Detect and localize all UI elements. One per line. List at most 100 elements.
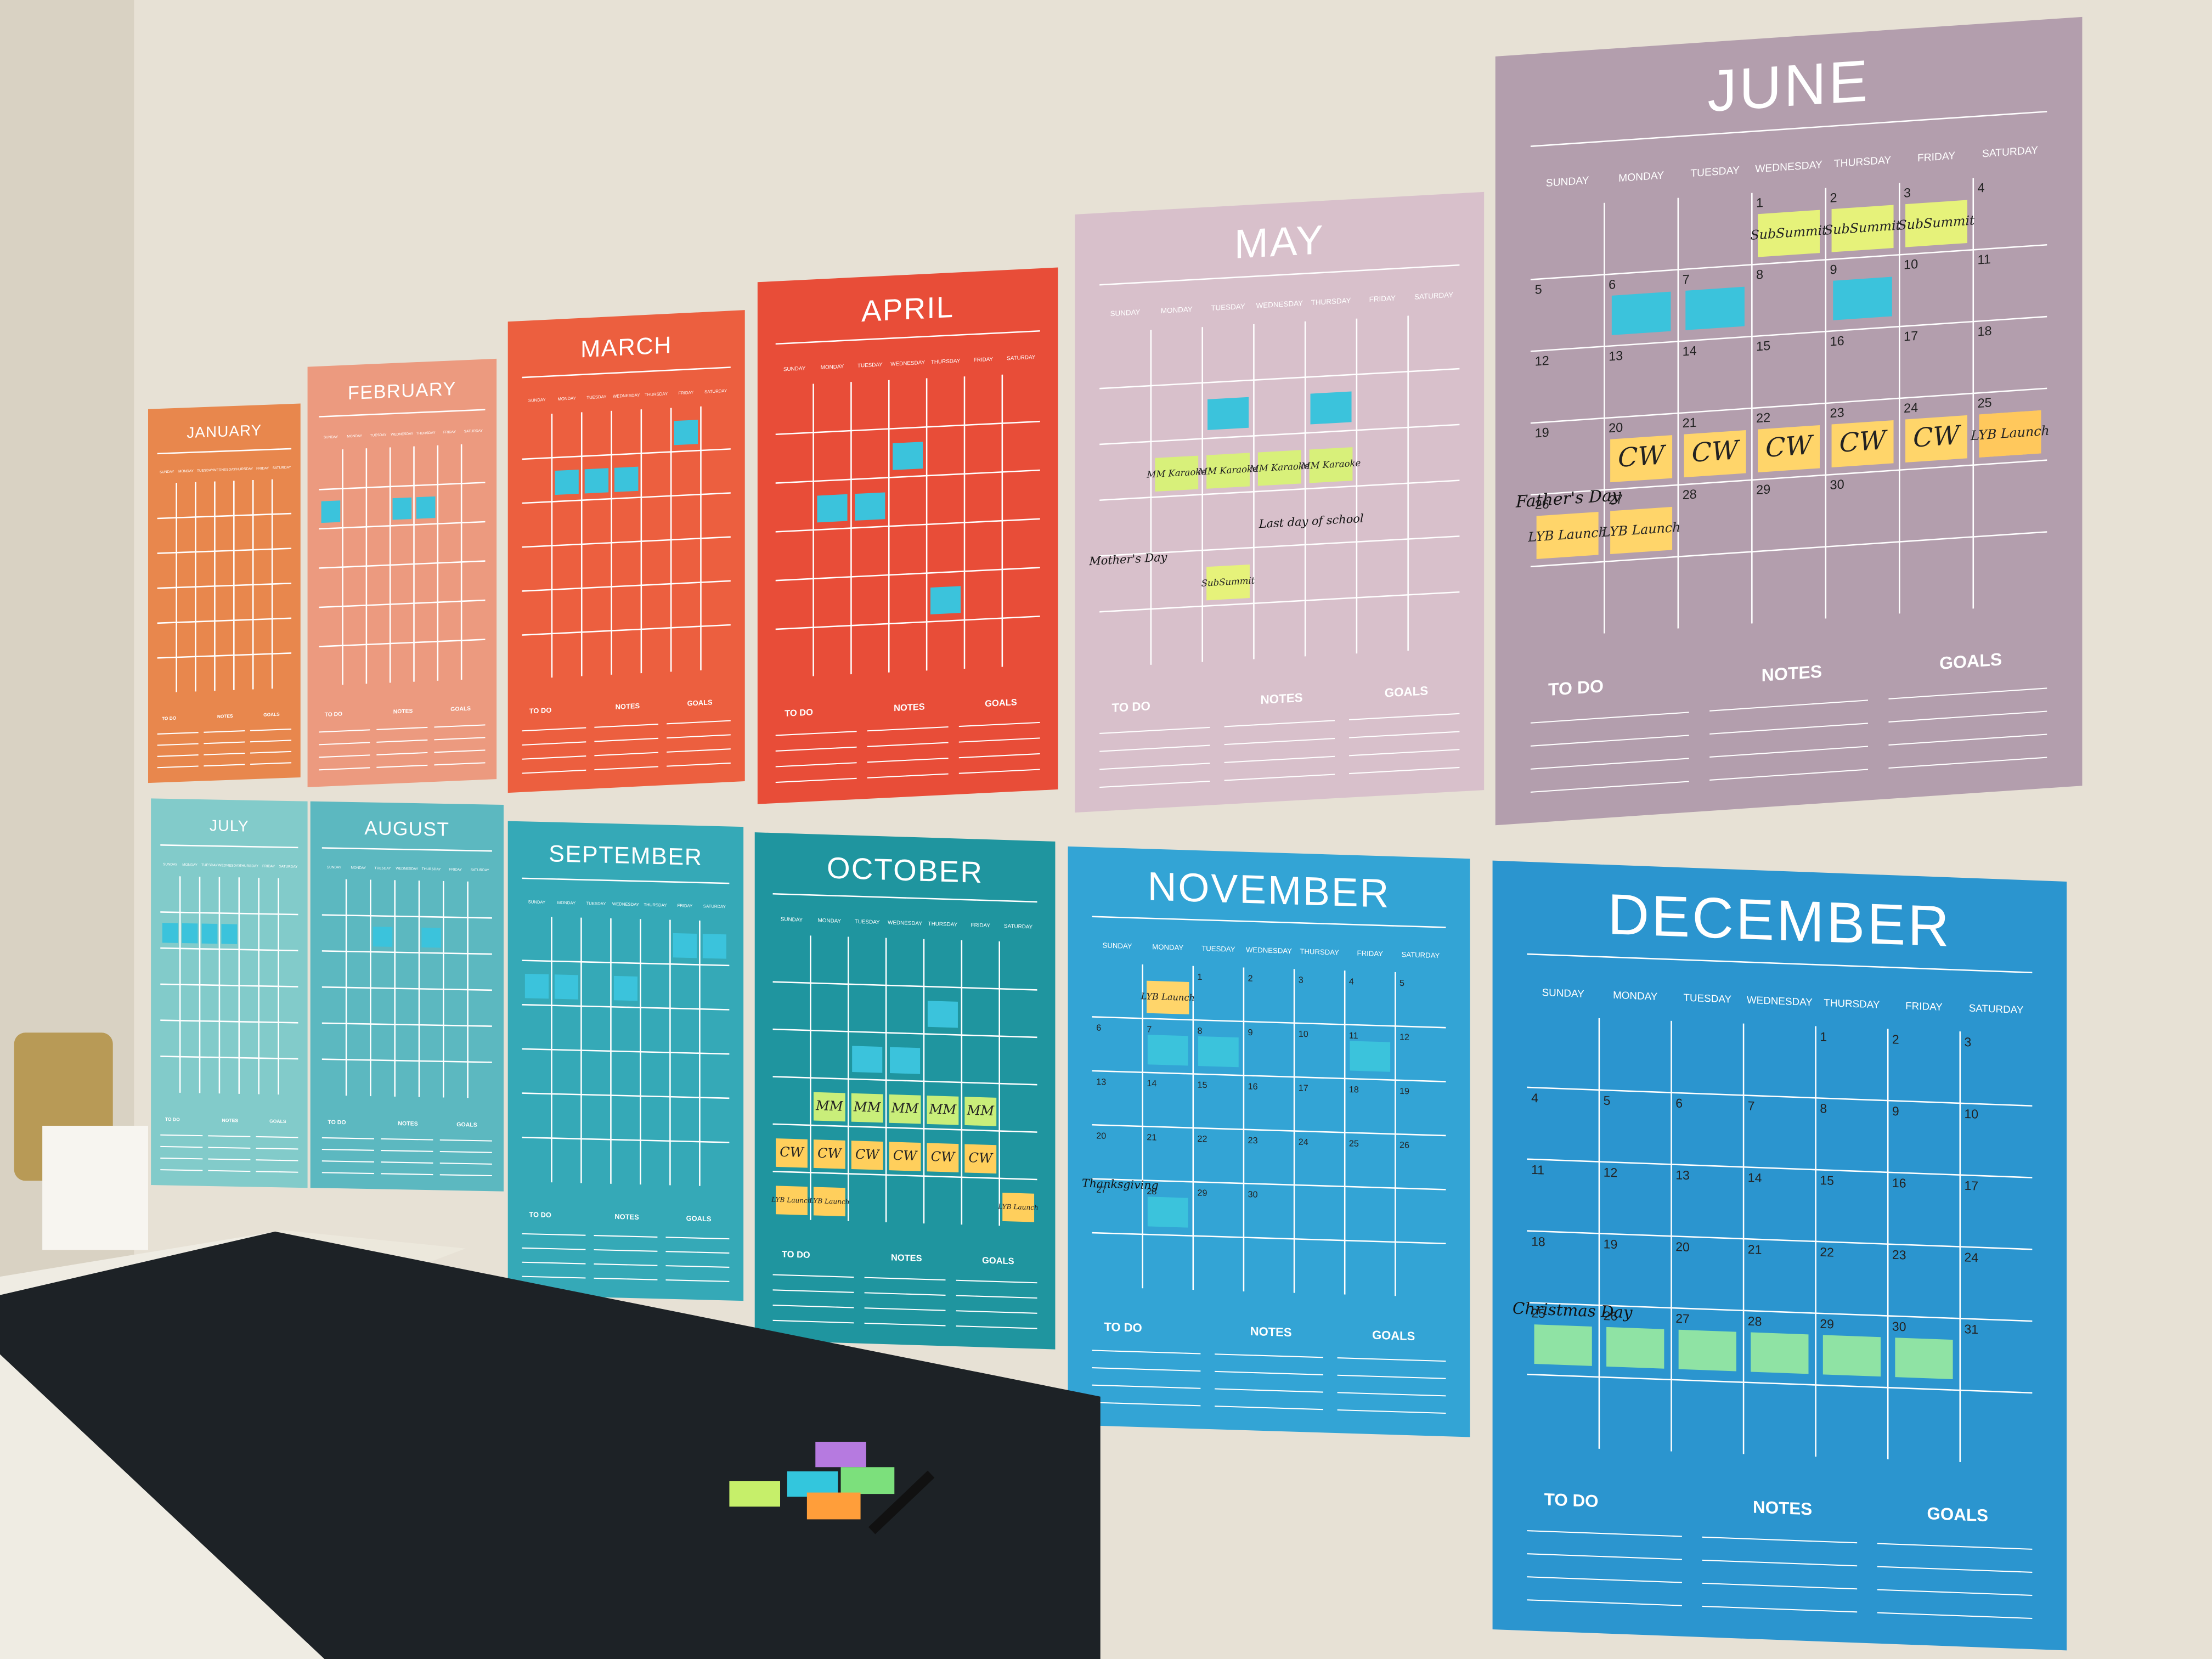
- weekday-label: MONDAY: [557, 396, 576, 402]
- weekday-label: SATURDAY: [1414, 291, 1453, 301]
- sticky-note: [1207, 397, 1249, 430]
- writing-line: [775, 762, 857, 768]
- date-number: 6: [1609, 277, 1616, 292]
- grid-line: [321, 986, 492, 991]
- sticky-note: [1610, 435, 1673, 483]
- writing-line: [1888, 757, 2047, 769]
- writing-line: [1349, 713, 1460, 720]
- date-number: 28: [1748, 1314, 1762, 1329]
- weekday-label: WEDNESDAY: [612, 901, 639, 907]
- writing-line: [775, 746, 857, 752]
- weekday-label: SATURDAY: [464, 429, 483, 433]
- writing-line: [1092, 1402, 1201, 1407]
- section-label: GOALS: [1927, 1504, 1989, 1525]
- writing-line: [867, 773, 949, 778]
- sticky-note: [927, 1143, 959, 1173]
- date-number: 15: [1756, 338, 1770, 354]
- grid-line: [1530, 244, 2047, 280]
- grid-line: [157, 652, 292, 659]
- sticky-note: [855, 492, 885, 521]
- calendar-poster: OCTOBER SUNDAY MONDAY TUESDAY WEDNESDAY THURS…: [754, 832, 1056, 1350]
- section-label: GOALS: [1939, 649, 2002, 673]
- date-number: 7: [1748, 1098, 1755, 1113]
- date-number: 27: [1609, 492, 1623, 507]
- writing-line: [522, 1247, 586, 1250]
- sticky-note: [851, 1093, 883, 1123]
- writing-line: [522, 769, 586, 774]
- writing-line: [204, 741, 245, 744]
- grid-line: [157, 582, 292, 589]
- writing-line: [594, 1263, 658, 1266]
- writing-line: [522, 1233, 586, 1236]
- date-number: 1: [1756, 195, 1763, 210]
- writing-line: [1224, 738, 1335, 746]
- grid-line: [1099, 591, 1460, 613]
- date-number: 4: [1349, 977, 1354, 986]
- writing-line: [434, 762, 486, 766]
- poster-sheet: [1068, 846, 1470, 1437]
- writing-line: [160, 1134, 203, 1137]
- date-number: 14: [1147, 1079, 1156, 1089]
- writing-line: [867, 742, 949, 747]
- grid-line: [522, 536, 731, 548]
- section-label: GOALS: [263, 712, 280, 718]
- weekday-label: MONDAY: [182, 863, 198, 867]
- date-number: 2: [1892, 1032, 1899, 1046]
- weekday-label: SATURDAY: [1004, 923, 1033, 930]
- writing-line: [522, 741, 586, 746]
- grid-line: [1530, 459, 2047, 496]
- writing-line: [250, 740, 292, 743]
- title-rule: [160, 844, 298, 849]
- date-number: 9: [1248, 1028, 1253, 1037]
- date-number: 7: [1147, 1024, 1152, 1034]
- writing-line: [321, 1172, 374, 1175]
- writing-line: [1215, 1406, 1323, 1410]
- sticky-note: [1751, 1332, 1809, 1374]
- writing-line: [594, 1249, 658, 1252]
- sticky-note: [889, 1142, 921, 1171]
- grid-line: [522, 448, 731, 460]
- date-number: 19: [1604, 1237, 1618, 1251]
- weekday-label: FRIDAY: [449, 868, 462, 872]
- weekday-label: FRIDAY: [443, 430, 456, 435]
- weekday-label: SUNDAY: [1103, 941, 1132, 950]
- writing-line: [1877, 1612, 2033, 1620]
- weekday-label: WEDNESDAY: [396, 867, 419, 871]
- writing-line: [867, 726, 949, 732]
- date-number: 24: [1904, 400, 1918, 416]
- writing-line: [956, 1325, 1037, 1329]
- weekday-label: SATURDAY: [1401, 950, 1440, 960]
- writing-line: [204, 730, 245, 733]
- sticky-note: [1350, 1041, 1391, 1072]
- sticky-note-text: LYB Launch: [809, 1197, 849, 1206]
- writing-line: [665, 1237, 730, 1240]
- date-number: 29: [1198, 1188, 1207, 1198]
- section-label: NOTES: [398, 1120, 417, 1127]
- sticky-note: [673, 933, 697, 958]
- writing-line: [775, 731, 857, 736]
- writing-line: [956, 1279, 1037, 1284]
- writing-line: [1215, 1353, 1323, 1358]
- writing-line: [439, 1150, 492, 1153]
- writing-line: [439, 1163, 492, 1165]
- weekday-label: FRIDAY: [1369, 294, 1396, 304]
- weekday-label: TUESDAY: [855, 919, 880, 926]
- weekday-label: SATURDAY: [1007, 354, 1036, 362]
- date-number: 25: [1977, 395, 1991, 410]
- sticky-note-text: CW: [1692, 435, 1740, 469]
- weekday-label: MONDAY: [821, 364, 844, 371]
- date-number: 31: [1964, 1322, 1978, 1336]
- weekday-label: THURSDAY: [1311, 296, 1351, 307]
- date-number: 5: [1400, 978, 1404, 988]
- section-label: NOTES: [894, 702, 925, 713]
- writing-line: [958, 769, 1040, 774]
- date-number: 9: [1892, 1104, 1899, 1118]
- sticky-note: [964, 1144, 997, 1174]
- writing-line: [157, 732, 199, 735]
- weekday-label: WEDNESDAY: [1256, 299, 1303, 310]
- sticky-note-text: CW: [855, 1146, 881, 1163]
- weekday-label: FRIDAY: [971, 922, 991, 929]
- calendar-poster: SEPTEMBER SUNDAY MONDAY TUESDAY WEDNESDAY THU…: [507, 821, 744, 1301]
